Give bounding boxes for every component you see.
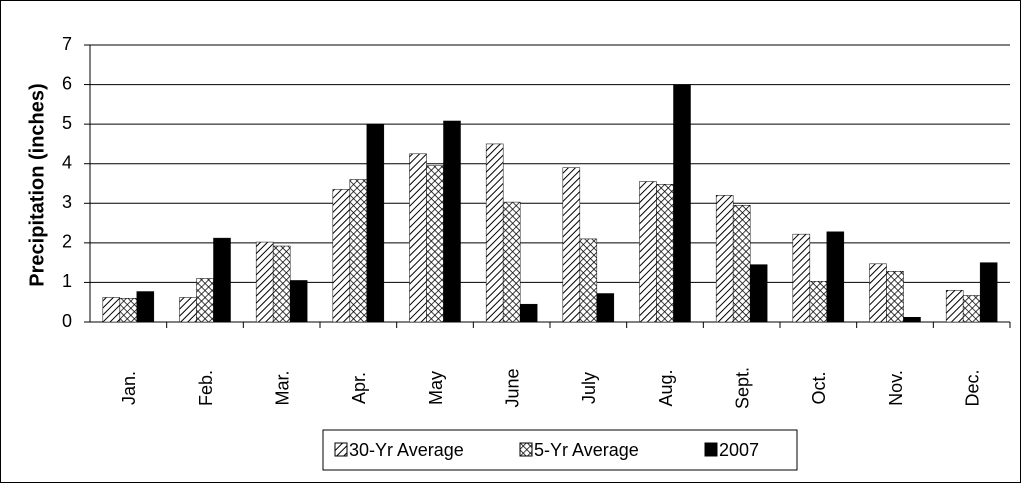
bar (673, 84, 691, 323)
bar (502, 201, 521, 323)
bar (749, 264, 768, 323)
y-tick-label: 2 (62, 232, 72, 252)
bar (349, 179, 368, 323)
bar (656, 184, 674, 323)
x-tick-label: Dec. (962, 369, 982, 406)
bar (945, 290, 964, 323)
bar (519, 303, 538, 323)
bar (196, 278, 214, 323)
bar (179, 297, 197, 323)
legend-label: 2007 (719, 440, 759, 460)
bar (979, 262, 998, 323)
bar (119, 298, 138, 323)
bar (136, 291, 155, 323)
bar (562, 167, 581, 323)
y-tick-label: 1 (62, 271, 72, 291)
x-tick-label: Feb. (196, 370, 216, 406)
legend-swatch (334, 442, 348, 457)
y-tick-label: 7 (62, 34, 72, 54)
y-axis-label: Precipitation (inches) (26, 83, 48, 286)
legend-swatch (519, 442, 533, 457)
legend (322, 429, 798, 471)
x-tick-label: Mar. (272, 370, 292, 405)
x-tick-label: Nov. (886, 370, 906, 406)
legend-label: 30-Yr Average (349, 440, 464, 460)
bar (903, 317, 921, 323)
bar (886, 271, 904, 323)
x-tick-label: June (502, 368, 522, 407)
bar (792, 233, 811, 323)
x-tick-label: Aug. (656, 369, 676, 406)
x-tick-label: Oct. (809, 371, 829, 404)
bar (443, 120, 461, 323)
bar (102, 297, 121, 323)
bar (579, 238, 598, 323)
bar (289, 280, 308, 323)
bar (732, 205, 751, 323)
legend-label: 5-Yr Average (534, 440, 639, 460)
bar (332, 189, 351, 323)
legend-swatch (704, 442, 718, 457)
bar (426, 165, 444, 323)
bar (639, 181, 657, 323)
bar (826, 231, 845, 323)
bar (213, 237, 231, 323)
y-tick-label: 5 (62, 113, 72, 133)
bar (272, 245, 291, 323)
y-tick-label: 6 (62, 73, 72, 93)
x-tick-label: July (579, 372, 599, 404)
bar (715, 195, 734, 323)
x-tick-label: Sept. (732, 367, 752, 409)
bar (962, 295, 981, 323)
x-tick-label: May (426, 371, 446, 405)
bar (596, 293, 615, 323)
bar (869, 263, 887, 323)
bar (366, 123, 385, 323)
bar (255, 241, 274, 323)
bar (485, 143, 504, 323)
y-tick-label: 4 (62, 152, 72, 172)
y-tick-label: 3 (62, 192, 72, 212)
x-tick-label: Jan. (119, 371, 139, 405)
bar (809, 280, 828, 323)
y-tick-label: 0 (62, 311, 72, 331)
x-tick-label: Apr. (349, 372, 369, 404)
bar (409, 153, 427, 323)
